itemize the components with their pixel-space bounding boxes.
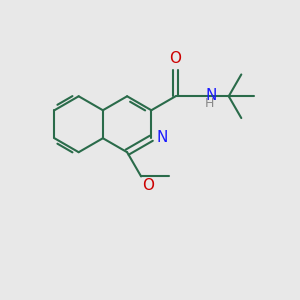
Text: O: O	[169, 51, 181, 66]
Text: N: N	[156, 130, 167, 145]
Text: N: N	[205, 88, 217, 103]
Text: H: H	[205, 97, 214, 110]
Text: O: O	[142, 178, 154, 193]
